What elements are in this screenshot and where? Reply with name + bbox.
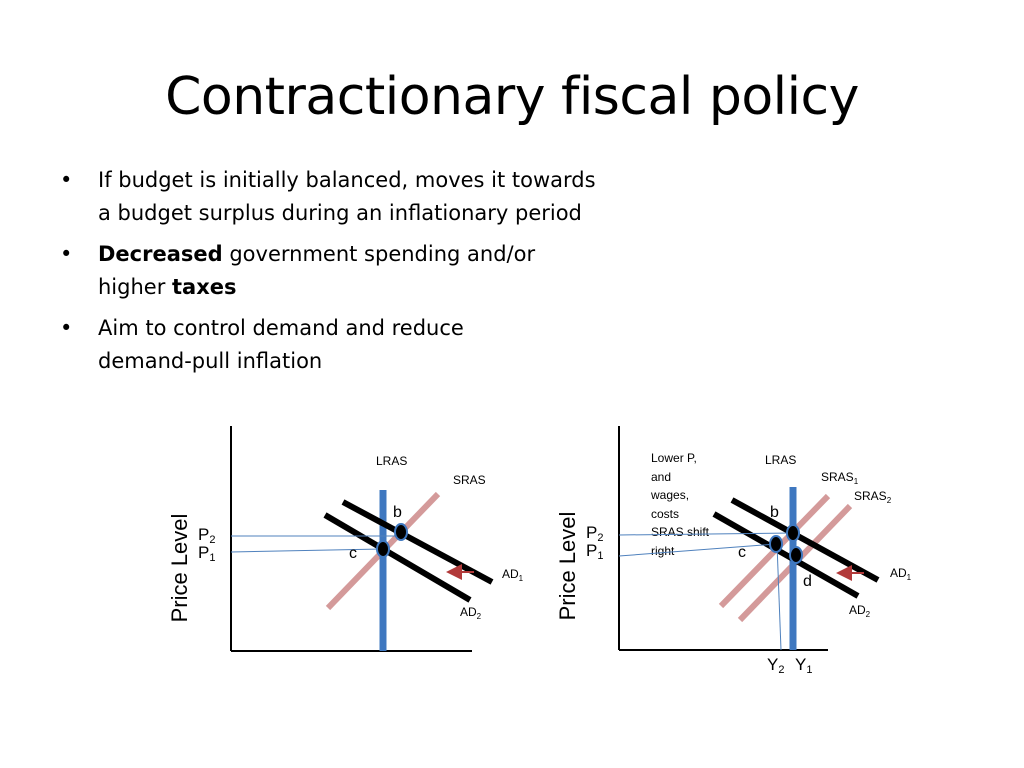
right-sras1-base: SRAS [821, 470, 854, 484]
bullet-2-text-a: government spending and/or [222, 242, 536, 266]
left-point-b-marker [394, 523, 408, 541]
right-point-b-marker [786, 524, 800, 542]
right-lras-label: LRAS [765, 453, 796, 467]
right-p2-guide [618, 532, 794, 536]
right-ad2-label: AD2 [849, 603, 871, 619]
right-ad1-base: AD [890, 566, 907, 580]
right-sras1-sub: 1 [854, 477, 859, 486]
right-y1-label: Y1 [795, 655, 812, 676]
bullet-3-line-1: Aim to control demand and reduce [98, 316, 464, 340]
left-point-c-label: c [349, 545, 357, 562]
right-p1-base: P [586, 541, 597, 560]
right-y2-sub: 2 [778, 664, 784, 676]
right-point-c-label: c [738, 544, 746, 561]
right-y2-base: Y [767, 655, 778, 674]
right-point-d-marker [789, 546, 803, 564]
bullet-dot: • [60, 242, 73, 266]
slide-title: Contractionary fiscal policy [165, 67, 859, 127]
right-ad1-line [730, 497, 880, 583]
left-ad2-sub: 2 [477, 612, 482, 621]
left-p1-sub: 1 [209, 552, 215, 564]
left-point-b-label: b [393, 504, 402, 521]
right-note-line-1: Lower P, [651, 451, 697, 465]
bullet-2-line-2: higher taxes [98, 271, 660, 304]
right-y2-label: Y2 [767, 655, 784, 676]
left-diagram: Price Level LRAS SRAS b c P2 P1 AD1 AD2 [167, 426, 524, 652]
right-note-line-4: costs [651, 507, 679, 521]
right-note-line-6: right [651, 544, 675, 558]
right-y1-sub: 1 [806, 664, 812, 676]
left-ad1-label: AD1 [502, 567, 524, 583]
left-ad2-label: AD2 [460, 605, 482, 621]
bullet-2-line-1: Decreased government spending and/or [98, 238, 660, 271]
bullet-item-2: • Decreased government spending and/or h… [60, 238, 660, 304]
left-p1-base: P [198, 543, 209, 562]
right-sras2-sub: 2 [887, 496, 892, 505]
right-sras2-base: SRAS [854, 489, 887, 503]
right-y2-guide [776, 543, 782, 651]
right-ad2-base: AD [849, 603, 866, 617]
right-p2-label: P2 [586, 523, 603, 544]
left-point-c-marker [376, 540, 390, 558]
left-sras-label: SRAS [453, 473, 486, 487]
bullet-2-text-b: higher [98, 275, 173, 299]
right-p1-label: P1 [586, 541, 603, 562]
right-p2-sub: 2 [597, 532, 603, 544]
left-y-axis-label: Price Level [167, 514, 192, 623]
bullet-item-1: • If budget is initially balanced, moves… [60, 164, 660, 230]
right-ad1-sub: 1 [907, 573, 912, 582]
right-p2-base: P [586, 523, 597, 542]
left-ad1-line [341, 499, 494, 585]
left-ad1-base: AD [502, 567, 519, 581]
left-ad2-base: AD [460, 605, 477, 619]
bullet-dot: • [60, 316, 73, 340]
right-ad2-line [712, 511, 860, 599]
left-ad2-line [323, 512, 472, 603]
right-ad2-sub: 2 [866, 610, 871, 619]
right-sras2-label: SRAS2 [854, 489, 892, 505]
right-point-c-marker [769, 535, 783, 553]
right-diagram: Price Level Lower P, and wages, costs SR… [555, 426, 912, 676]
right-note-line-2: and [651, 470, 671, 484]
bullet-list: • If budget is initially balanced, moves… [60, 164, 660, 386]
left-p2-base: P [198, 525, 209, 544]
bold-taxes: taxes [172, 275, 237, 299]
right-note-line-5: SRAS shift [651, 525, 710, 539]
bullet-dot: • [60, 168, 73, 192]
left-p1-guide [230, 548, 384, 553]
right-p1-guide [618, 543, 777, 557]
bullet-1-line-2: a budget surplus during an inflationary … [98, 201, 582, 225]
right-sras1-label: SRAS1 [821, 470, 859, 486]
right-note: Lower P, and wages, costs SRAS shift rig… [650, 451, 712, 558]
left-p1-label: P1 [198, 543, 215, 564]
bullet-item-3: • Aim to control demand and reduce deman… [60, 312, 660, 378]
left-p2-label: P2 [198, 525, 215, 546]
right-p1-sub: 1 [597, 550, 603, 562]
bold-decreased: Decreased [98, 242, 223, 266]
left-ad1-sub: 1 [519, 574, 524, 583]
bullet-3-line-2: demand-pull inflation [98, 349, 323, 373]
right-ad1-label: AD1 [890, 566, 912, 582]
bullet-1-line-1: If budget is initially balanced, moves i… [98, 168, 596, 192]
right-point-d-label: d [803, 573, 812, 590]
right-point-b-label: b [770, 504, 779, 521]
right-y1-base: Y [795, 655, 806, 674]
left-lras-label: LRAS [376, 454, 407, 468]
right-y-axis-label: Price Level [555, 512, 580, 621]
left-p2-sub: 2 [209, 534, 215, 546]
right-note-line-3: wages, [650, 488, 689, 502]
